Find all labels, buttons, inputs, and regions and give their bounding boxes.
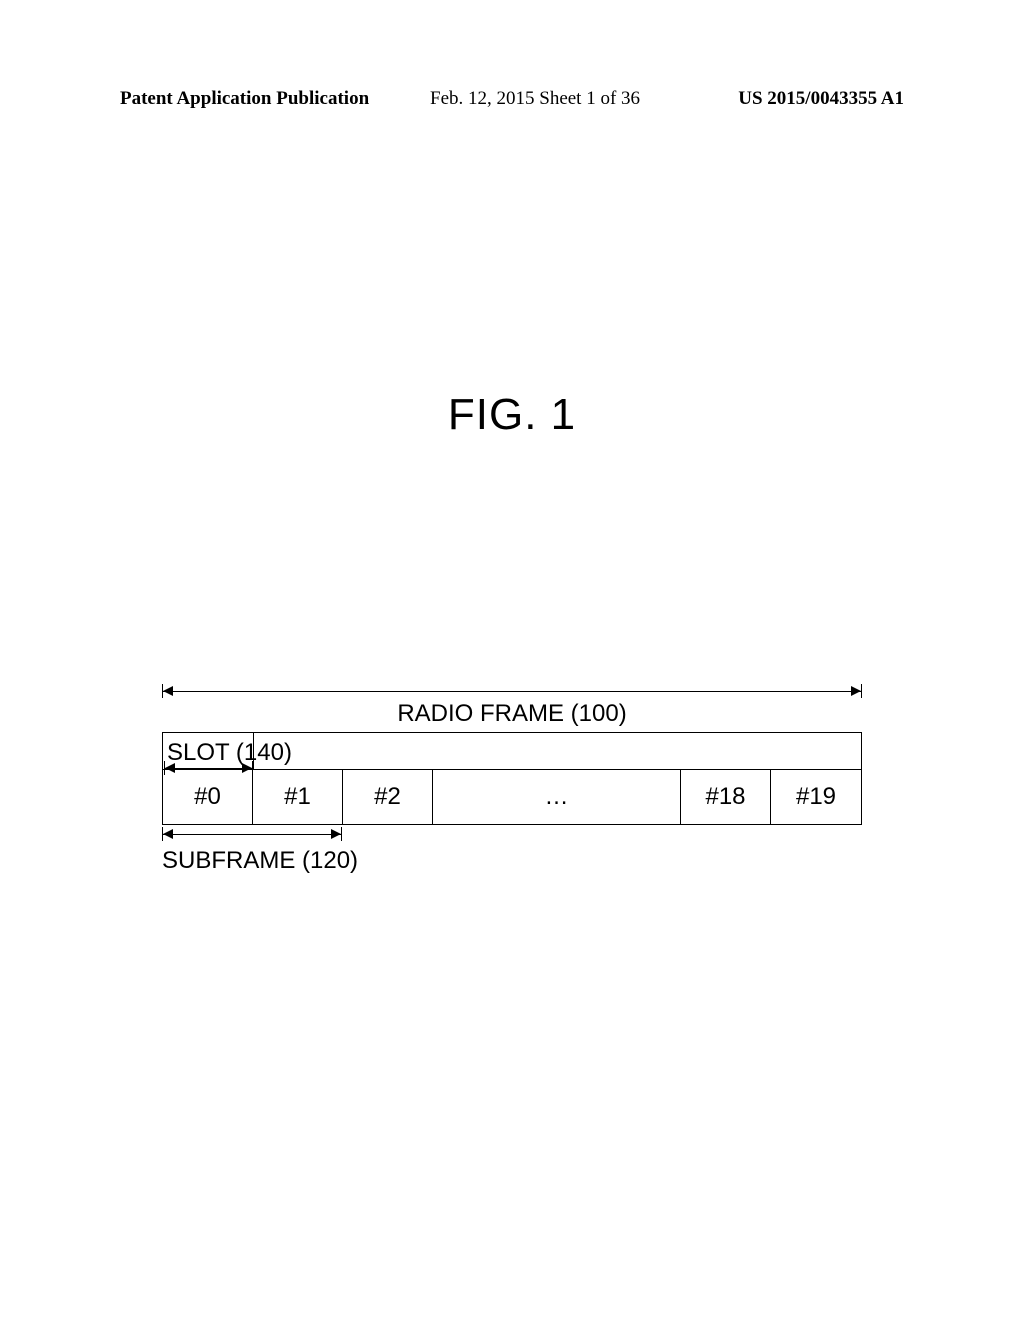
slot-cell: #1 <box>253 770 343 824</box>
header-mid: Feb. 12, 2015 Sheet 1 of 36 <box>430 88 640 110</box>
slot-cell: #19 <box>771 770 861 824</box>
radio-frame-dimension <box>162 684 862 698</box>
slot-cell: #0 <box>163 770 253 824</box>
radio-frame-label: RADIO FRAME (100) <box>162 700 862 728</box>
subframe-label: SUBFRAME (120) <box>162 847 862 875</box>
frame-outer-box: SLOT (140) #0 #1 #2 … #18 #19 <box>162 732 862 825</box>
header-right: US 2015/0043355 A1 <box>738 88 904 110</box>
slot-cells-row: #0 #1 #2 … #18 #19 <box>163 769 861 824</box>
slot-dimension <box>164 761 253 775</box>
header-left: Patent Application Publication <box>120 88 369 110</box>
subframe-dimension <box>162 827 342 841</box>
radio-frame-diagram: RADIO FRAME (100) SLOT (140) #0 #1 #2 … <box>162 700 862 875</box>
slot-cell: #18 <box>681 770 771 824</box>
slot-cell: #2 <box>343 770 433 824</box>
slot-divider <box>253 733 254 769</box>
figure-title: FIG. 1 <box>0 390 1024 440</box>
page: Patent Application Publication Feb. 12, … <box>0 0 1024 1320</box>
slot-cell-ellipsis: … <box>433 770 681 824</box>
slot-header-area: SLOT (140) <box>163 733 292 769</box>
